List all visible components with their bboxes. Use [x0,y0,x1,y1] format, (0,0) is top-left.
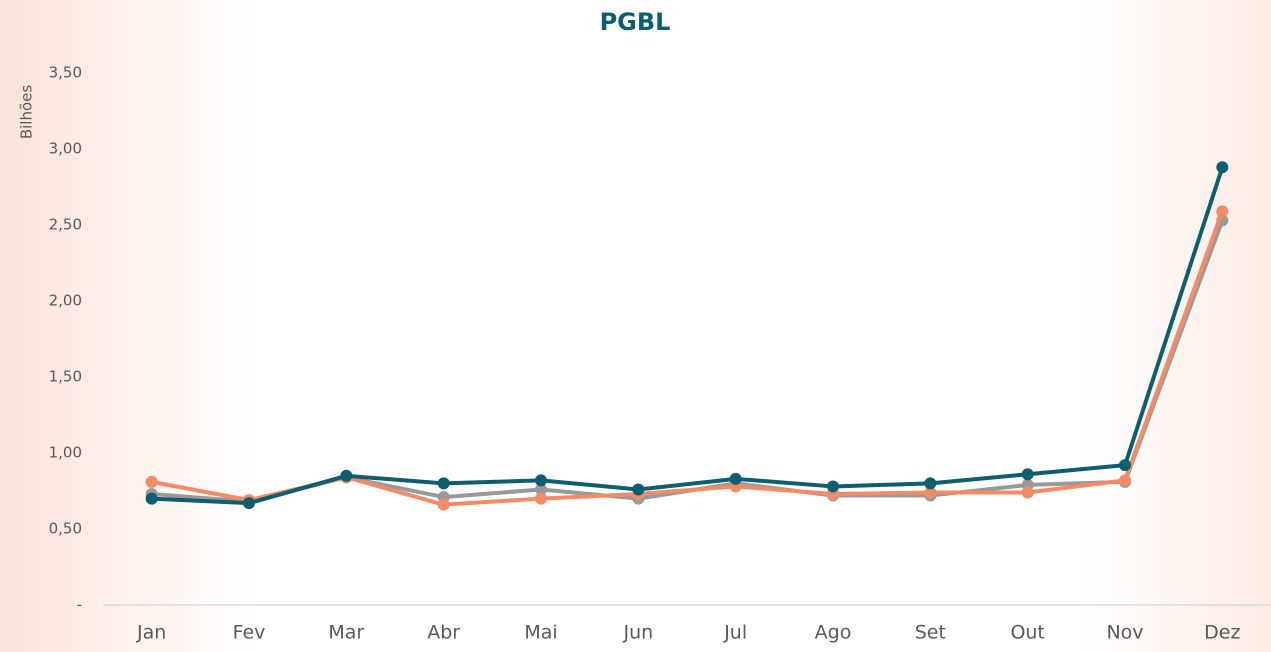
chart-title: PGBL [600,8,671,36]
data-point [1216,161,1229,174]
x-tick-label: Ago [815,622,852,644]
data-point [1021,468,1034,481]
x-tick-label: Jul [723,622,747,644]
data-point [535,492,547,505]
y-tick-label: 2,00 [49,292,82,310]
y-tick-label: 3,00 [49,140,82,158]
series-line [151,166,1225,506]
data-point [1119,459,1131,472]
data-point [924,477,937,490]
x-tick-label: Nov [1106,622,1143,644]
y-tick-label: - [77,596,82,614]
data-point [535,483,547,496]
data-point [145,492,158,505]
x-tick-label: Jun [622,622,653,644]
y-tick-label: 3,50 [49,64,82,82]
y-tick-label: 0,50 [49,520,82,538]
data-point [145,475,158,488]
data-point [437,477,450,490]
x-tick-label: Fev [233,622,266,644]
data-point [632,483,645,496]
data-point [340,469,353,482]
data-point [1119,474,1131,487]
x-tick-label: Mai [524,622,557,644]
data-point [1021,486,1034,499]
data-point [535,474,547,487]
x-tick-label: Dez [1204,622,1240,644]
data-point [729,472,742,485]
data-point [243,497,255,510]
y-tick-label: 1,00 [49,444,82,462]
y-tick-label: 2,50 [49,216,82,234]
x-tick-label: Set [915,622,946,644]
data-point [924,486,937,499]
data-point [1216,205,1229,218]
data-point [437,498,450,511]
x-tick-label: Mar [328,622,364,644]
x-tick-label: Out [1010,622,1044,644]
x-tick-label: Jan [136,622,166,644]
y-tick-label: 1,50 [49,368,82,386]
x-tick-label: Abr [427,622,460,644]
y-axis-label: Bilhões [18,85,36,140]
data-point [827,480,839,493]
